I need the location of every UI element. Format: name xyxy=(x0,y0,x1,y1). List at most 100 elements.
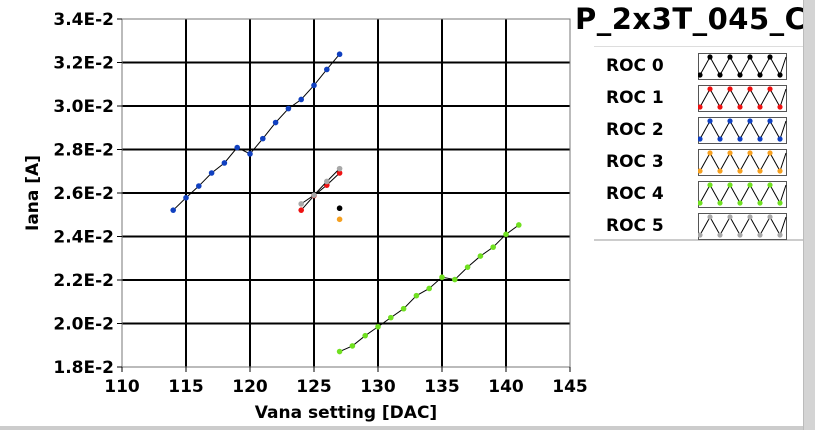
legend-marker xyxy=(777,72,783,78)
data-point xyxy=(336,51,343,58)
series-roc-0 xyxy=(336,205,343,212)
legend-marker xyxy=(698,232,703,238)
legend-marker xyxy=(747,54,753,60)
legend-label: ROC 4 xyxy=(606,184,664,204)
x-tick-label: 130 xyxy=(360,377,396,397)
legend-marker xyxy=(707,214,713,220)
legend-marker xyxy=(717,72,723,78)
data-point xyxy=(221,160,228,166)
legend-marker xyxy=(707,86,713,92)
series-roc-4 xyxy=(336,222,522,355)
legend-marker xyxy=(717,232,723,238)
data-point xyxy=(516,222,522,228)
legend-marker xyxy=(727,118,733,124)
legend-item: ROC 0 xyxy=(594,53,794,83)
legend-swatch xyxy=(698,117,787,144)
legend-marker xyxy=(707,182,713,188)
legend: ROC 0 ROC 1 ROC 2 ROC 3 ROC 4 ROC 5 xyxy=(594,46,808,241)
legend-marker xyxy=(757,200,763,206)
series-line xyxy=(300,168,340,205)
legend-marker xyxy=(727,54,733,60)
legend-swatch xyxy=(698,149,787,176)
data-point xyxy=(375,323,381,330)
legend-marker xyxy=(707,54,713,60)
x-tick-label: 110 xyxy=(104,377,140,397)
x-tick-label: 115 xyxy=(168,377,204,397)
data-point xyxy=(336,205,343,212)
vertical-scrollbar[interactable] xyxy=(803,0,815,430)
data-point xyxy=(208,170,215,176)
data-point xyxy=(349,343,356,349)
data-point xyxy=(324,178,330,185)
data-point xyxy=(388,314,394,321)
data-point xyxy=(452,276,458,283)
y-tick-label: 2.6E-2 xyxy=(53,184,114,204)
data-point xyxy=(336,348,343,355)
legend-marker xyxy=(767,214,773,220)
data-point xyxy=(324,66,330,73)
data-point xyxy=(272,119,279,126)
legend-marker xyxy=(747,150,753,156)
data-point xyxy=(170,207,176,213)
y-tick-label: 3.4E-2 xyxy=(53,10,114,30)
legend-marker xyxy=(698,72,703,78)
legend-label: ROC 2 xyxy=(606,120,664,140)
legend-item: ROC 3 xyxy=(594,149,794,179)
series-line xyxy=(300,172,340,211)
legend-marker xyxy=(717,136,723,142)
legend-marker xyxy=(747,214,753,220)
legend-marker xyxy=(767,182,773,188)
legend-marker xyxy=(767,150,773,156)
x-tick-label: 120 xyxy=(232,377,268,397)
legend-marker xyxy=(717,168,723,174)
data-point xyxy=(439,274,445,280)
y-tick-label: 2.2E-2 xyxy=(53,271,114,291)
series-roc-1 xyxy=(298,170,343,213)
legend-marker xyxy=(777,136,783,142)
legend-swatch xyxy=(698,213,787,240)
legend-marker xyxy=(737,72,743,78)
legend-marker xyxy=(727,182,733,188)
x-tick-label: 125 xyxy=(296,377,332,397)
legend-marker xyxy=(777,232,783,238)
legend-marker xyxy=(717,200,723,206)
data-point xyxy=(336,216,343,223)
y-tick-label: 2.4E-2 xyxy=(53,228,114,248)
data-point xyxy=(503,231,509,238)
legend-marker xyxy=(767,86,773,92)
data-point xyxy=(234,144,240,151)
data-point xyxy=(464,264,471,270)
legend-marker xyxy=(777,168,783,174)
data-point xyxy=(298,96,305,103)
data-point xyxy=(311,82,317,89)
series-roc-3 xyxy=(336,216,343,223)
data-point xyxy=(196,183,202,189)
data-point xyxy=(490,244,497,250)
data-point xyxy=(183,194,189,201)
x-axis-label: Vana setting [DAC] xyxy=(255,403,437,423)
legend-marker xyxy=(737,168,743,174)
legend-marker xyxy=(757,104,763,110)
legend-marker xyxy=(717,104,723,110)
legend-marker xyxy=(777,200,783,206)
legend-swatch xyxy=(698,85,787,112)
series-roc-2 xyxy=(170,51,343,213)
legend-label: ROC 5 xyxy=(606,216,664,236)
legend-marker xyxy=(737,104,743,110)
x-tick-label: 145 xyxy=(552,377,588,397)
legend-item: ROC 4 xyxy=(594,181,794,211)
legend-label: ROC 1 xyxy=(606,88,664,108)
y-tick-label: 1.8E-2 xyxy=(53,358,114,378)
x-tick-label: 140 xyxy=(488,377,524,397)
legend-marker xyxy=(747,182,753,188)
grid xyxy=(122,19,570,367)
legend-marker xyxy=(698,168,703,174)
legend-label: ROC 3 xyxy=(606,152,664,172)
legend-marker xyxy=(777,104,783,110)
data-point xyxy=(413,292,420,299)
data-point xyxy=(298,201,305,207)
legend-marker xyxy=(747,118,753,124)
legend-item: ROC 5 xyxy=(594,213,794,243)
y-axis-label: Iana [A] xyxy=(23,155,43,231)
